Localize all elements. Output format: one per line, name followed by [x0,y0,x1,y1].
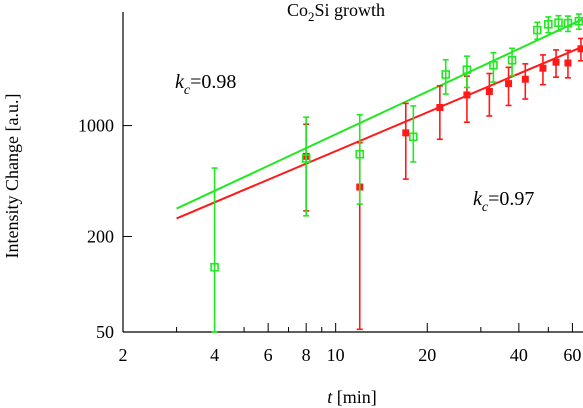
point-series-0-7 [521,63,529,100]
marker-series-0-4 [463,91,471,99]
x-tick-label-4: 10 [327,345,345,365]
kc-green-value: =0.98 [190,71,236,93]
chart-title-subscript: 2 [308,9,315,24]
x-tick-label-5: 20 [418,345,436,365]
point-series-1-8 [533,21,542,41]
kc-red-k: k [473,188,483,210]
kc-annotation-green: kc=0.98 [175,71,236,98]
y-axis-title: Intensity Change [a.u.] [2,94,22,259]
marker-series-1-8 [533,25,542,35]
point-series-0-9 [552,49,560,78]
x-tick-label-0: 2 [119,345,128,365]
x-tick-label-6: 40 [510,345,528,365]
point-series-1-9 [544,16,553,34]
point-series-0-11 [577,37,583,62]
marker-series-0-10 [564,59,572,67]
point-series-1-11 [563,15,573,33]
x-axis-title-rest: [min] [332,387,377,407]
point-series-0-10 [564,49,572,79]
fit-line-series-1 [176,18,583,210]
marker-series-1-11 [563,18,573,28]
kc-annotation-red: kc=0.97 [473,188,534,215]
kc-green-k: k [175,71,185,93]
point-series-1-4 [441,58,451,95]
marker-series-1-4 [441,70,451,79]
marker-series-0-2 [402,129,410,137]
marker-series-1-12 [574,16,583,26]
marker-series-1-7 [507,55,517,65]
y-tick-label-1: 200 [87,226,114,246]
fit-lines [176,18,583,220]
chart-title: Co2Si growth [287,0,385,24]
marker-series-0-8 [539,64,547,72]
marker-series-1-1 [301,154,311,163]
point-series-1-2 [355,113,365,205]
x-axis-title-italic: t [327,387,333,407]
fit-line-series-0 [176,45,583,220]
marker-series-0-6 [505,80,513,88]
marker-series-1-3 [409,132,418,142]
point-series-0-5 [485,72,493,117]
point-series-1-1 [301,116,311,217]
marker-series-0-9 [552,58,560,66]
point-series-1-0 [210,167,219,333]
point-series-0-8 [539,54,547,86]
kc-red-sub: c [482,200,489,215]
x-axis-title: t [min] [327,387,377,407]
y-tick-label-0: 50 [96,322,114,342]
x-tick-label-2: 6 [264,345,273,365]
marker-series-1-5 [462,65,472,75]
point-series-1-10 [554,14,563,32]
point-series-0-2 [402,102,410,180]
point-series-1-12 [574,13,583,31]
kc-green-sub: c [184,83,191,98]
marker-series-0-7 [521,75,529,83]
marker-series-0-11 [577,45,583,53]
axes [122,12,583,333]
y-tick-label-2: 1000 [78,116,114,136]
marker-series-1-9 [544,19,553,29]
x-tick-label-3: 8 [302,345,311,365]
point-series-1-7 [507,47,517,77]
marker-series-1-10 [554,18,563,28]
chart-title-main: Co [287,0,308,20]
x-tick-label-7: 60 [563,345,581,365]
point-series-0-3 [436,85,444,141]
chart-title-rest: Si growth [315,0,386,20]
marker-series-1-6 [489,60,498,70]
x-tick-label-1: 4 [210,345,219,365]
marker-series-0-5 [485,88,493,96]
marker-series-0-3 [436,104,444,112]
kc-red-value: =0.97 [488,188,534,210]
ticks: 2 4 6 8 10 20 40 60 50 200 1000 [78,116,581,365]
point-series-1-6 [489,51,498,83]
point-series-1-3 [409,105,418,163]
point-series-1-5 [462,55,472,89]
marker-series-1-2 [355,149,365,159]
marker-series-1-0 [210,262,219,272]
point-series-0-6 [505,66,513,107]
data-points [210,13,583,333]
